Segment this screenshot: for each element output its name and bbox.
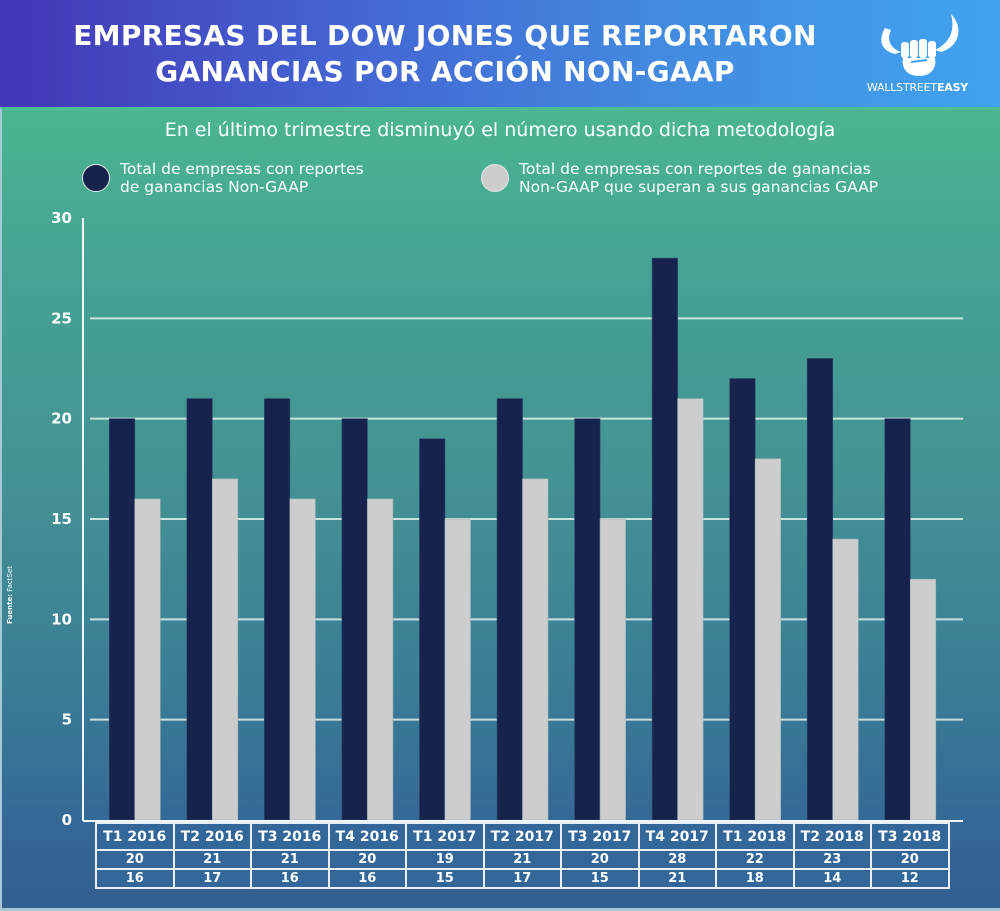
legend-swatch-light	[481, 164, 509, 192]
bar-series-2	[909, 578, 937, 821]
table-header-cell: T2 2017	[482, 822, 562, 851]
table-value-cell: 19	[405, 849, 485, 870]
bar-series-2	[522, 478, 549, 821]
table-value-cell: 22	[715, 849, 795, 870]
legend-label-line-2: Non-GAAP que superan a sus ganancias GAA…	[519, 178, 879, 196]
data-table: T1 2016 T2 2016 T3 2016 T4 2016 T1 2017 T2 20…	[95, 822, 950, 889]
legend-label: Total de empresas con reportes de gananc…	[120, 160, 364, 196]
bar-series-1	[806, 358, 834, 821]
table-header-cell: T1 2018	[715, 822, 795, 851]
bar-series-2	[599, 518, 626, 821]
table-header-cell: T1 2016	[95, 822, 175, 851]
table-value-cell: 21	[637, 868, 717, 889]
table-value-cell: 15	[405, 868, 485, 889]
table-value-cell: 20	[327, 849, 407, 870]
table-value-cell: 17	[482, 868, 562, 889]
title-line-2: GANANCIAS POR ACCIÓN NON-GAAP	[155, 55, 735, 88]
table-header-cell: T2 2018	[792, 822, 872, 851]
bar-series-1	[651, 257, 678, 821]
table-value-cell: 16	[327, 868, 407, 889]
wallstreeteasy-logo: WALLSTREETEASY	[855, 8, 980, 100]
bar-series-1	[108, 418, 136, 821]
table-header-row: T1 2016 T2 2016 T3 2016 T4 2016 T1 2017 T2 20…	[95, 822, 950, 851]
legend-item-non-gaap-exceed: Total de empresas con reportes de gananc…	[481, 160, 878, 196]
y-tick-label: 0	[62, 811, 72, 829]
axes	[82, 218, 963, 822]
y-tick-labels: 0 5 10 15 20 25 30	[51, 209, 72, 829]
legend-swatch-dark	[82, 164, 110, 192]
bar-series-2	[367, 498, 394, 821]
chart-title: EMPRESAS DEL DOW JONES QUE REPORTARON GA…	[0, 18, 890, 90]
bar-series-1	[419, 438, 446, 821]
bull-fist-icon	[881, 14, 959, 76]
table-value-cell: 18	[715, 868, 795, 889]
bar-series-2	[444, 518, 471, 821]
logo-text-light: WALLSTREET	[866, 81, 937, 94]
table-value-cell: 14	[792, 868, 872, 889]
bar-series-1	[341, 418, 368, 821]
legend-label-line-1: Total de empresas con reportes	[120, 160, 364, 178]
legend-item-non-gaap-total: Total de empresas con reportes de gananc…	[82, 160, 364, 196]
y-tick-label: 20	[51, 410, 72, 428]
bar-series-1	[574, 418, 601, 821]
table-value-cell: 16	[250, 868, 330, 889]
table-value-cell: 28	[637, 849, 717, 870]
bar-series-2	[677, 398, 704, 821]
bar-series-2	[754, 458, 781, 821]
table-row-series-1: 20 21 21 20 19 21 20 28 22 23 20	[95, 849, 950, 870]
table-value-cell: 21	[482, 849, 562, 870]
table-value-cell: 20	[95, 849, 175, 870]
table-value-cell: 20	[870, 849, 950, 870]
bar-series-1	[496, 398, 523, 821]
table-header-cell: T1 2017	[405, 822, 485, 851]
table-header-cell: T4 2016	[327, 822, 407, 851]
chart-subtitle: En el último trimestre disminuyó el núme…	[164, 119, 836, 141]
y-tick-label: 10	[51, 610, 72, 628]
table-value-cell: 21	[250, 849, 330, 870]
bar-series-2	[134, 498, 161, 821]
bar-series-2	[289, 498, 316, 821]
y-tick-label: 15	[51, 510, 72, 528]
table-value-cell: 23	[792, 849, 872, 870]
bars	[108, 257, 937, 821]
y-tick-label: 25	[51, 309, 72, 327]
logo-text: WALLSTREETEASY	[855, 81, 980, 94]
legend-label: Total de empresas con reportes de gananc…	[519, 160, 878, 196]
table-header-cell: T2 2016	[172, 822, 252, 851]
y-tick-label: 30	[51, 209, 72, 227]
table-header-cell: T4 2017	[637, 822, 717, 851]
table-value-cell: 15	[560, 868, 640, 889]
table-value-cell: 17	[172, 868, 252, 889]
logo-text-bold: EASY	[936, 81, 969, 94]
bar-series-2	[212, 478, 239, 821]
legend-label-line-1: Total de empresas con reportes de gananc…	[519, 160, 871, 178]
header-banner: EMPRESAS DEL DOW JONES QUE REPORTARON GA…	[0, 0, 1000, 107]
bar-series-1	[729, 378, 756, 821]
legend-label-line-2: de ganancias Non-GAAP	[120, 178, 309, 196]
table-header-cell: T3 2018	[870, 822, 950, 851]
table-value-cell: 21	[172, 849, 252, 870]
y-tick-label: 5	[62, 711, 72, 729]
table-value-cell: 16	[95, 868, 175, 889]
table-header-cell: T3 2017	[560, 822, 640, 851]
bar-series-2	[832, 538, 859, 821]
bar-series-1	[186, 398, 213, 821]
title-line-1: EMPRESAS DEL DOW JONES QUE REPORTARON	[73, 19, 817, 52]
bar-series-1	[264, 398, 291, 821]
table-row-series-2: 16 17 16 16 15 17 15 21 18 14 12	[95, 868, 950, 889]
table-value-cell: 12	[870, 868, 950, 889]
table-value-cell: 20	[560, 849, 640, 870]
table-header-cell: T3 2016	[250, 822, 330, 851]
bar-series-1	[884, 418, 911, 821]
